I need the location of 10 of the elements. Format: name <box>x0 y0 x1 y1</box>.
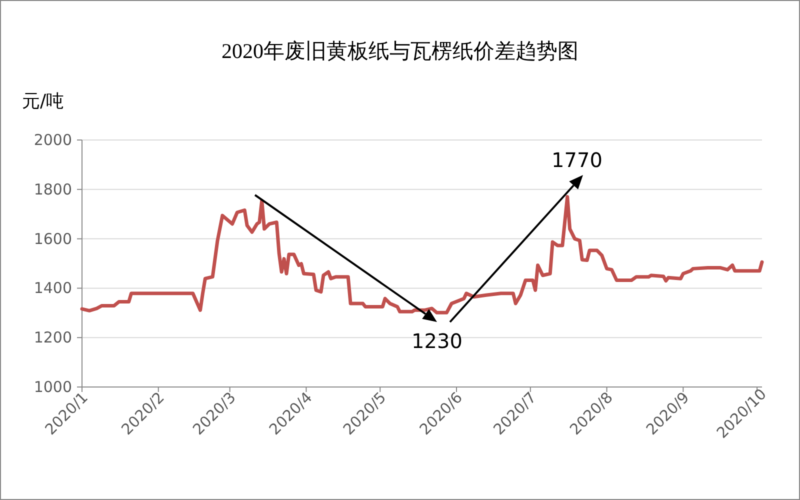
y-axis-title: 元/吨 <box>22 91 64 112</box>
chart-title: 2020年废旧黄板纸与瓦楞纸价差趋势图 <box>222 39 578 63</box>
annotation: 1770 <box>552 148 602 172</box>
y-tick-label: 1200 <box>34 328 72 347</box>
y-tick-label: 1600 <box>34 230 72 248</box>
annotation: 1230 <box>412 329 462 353</box>
y-tick-label: 1000 <box>34 378 72 396</box>
y-tick-label: 1800 <box>34 180 72 198</box>
y-tick-label: 2000 <box>34 131 72 149</box>
y-tick-label: 1400 <box>34 279 72 298</box>
